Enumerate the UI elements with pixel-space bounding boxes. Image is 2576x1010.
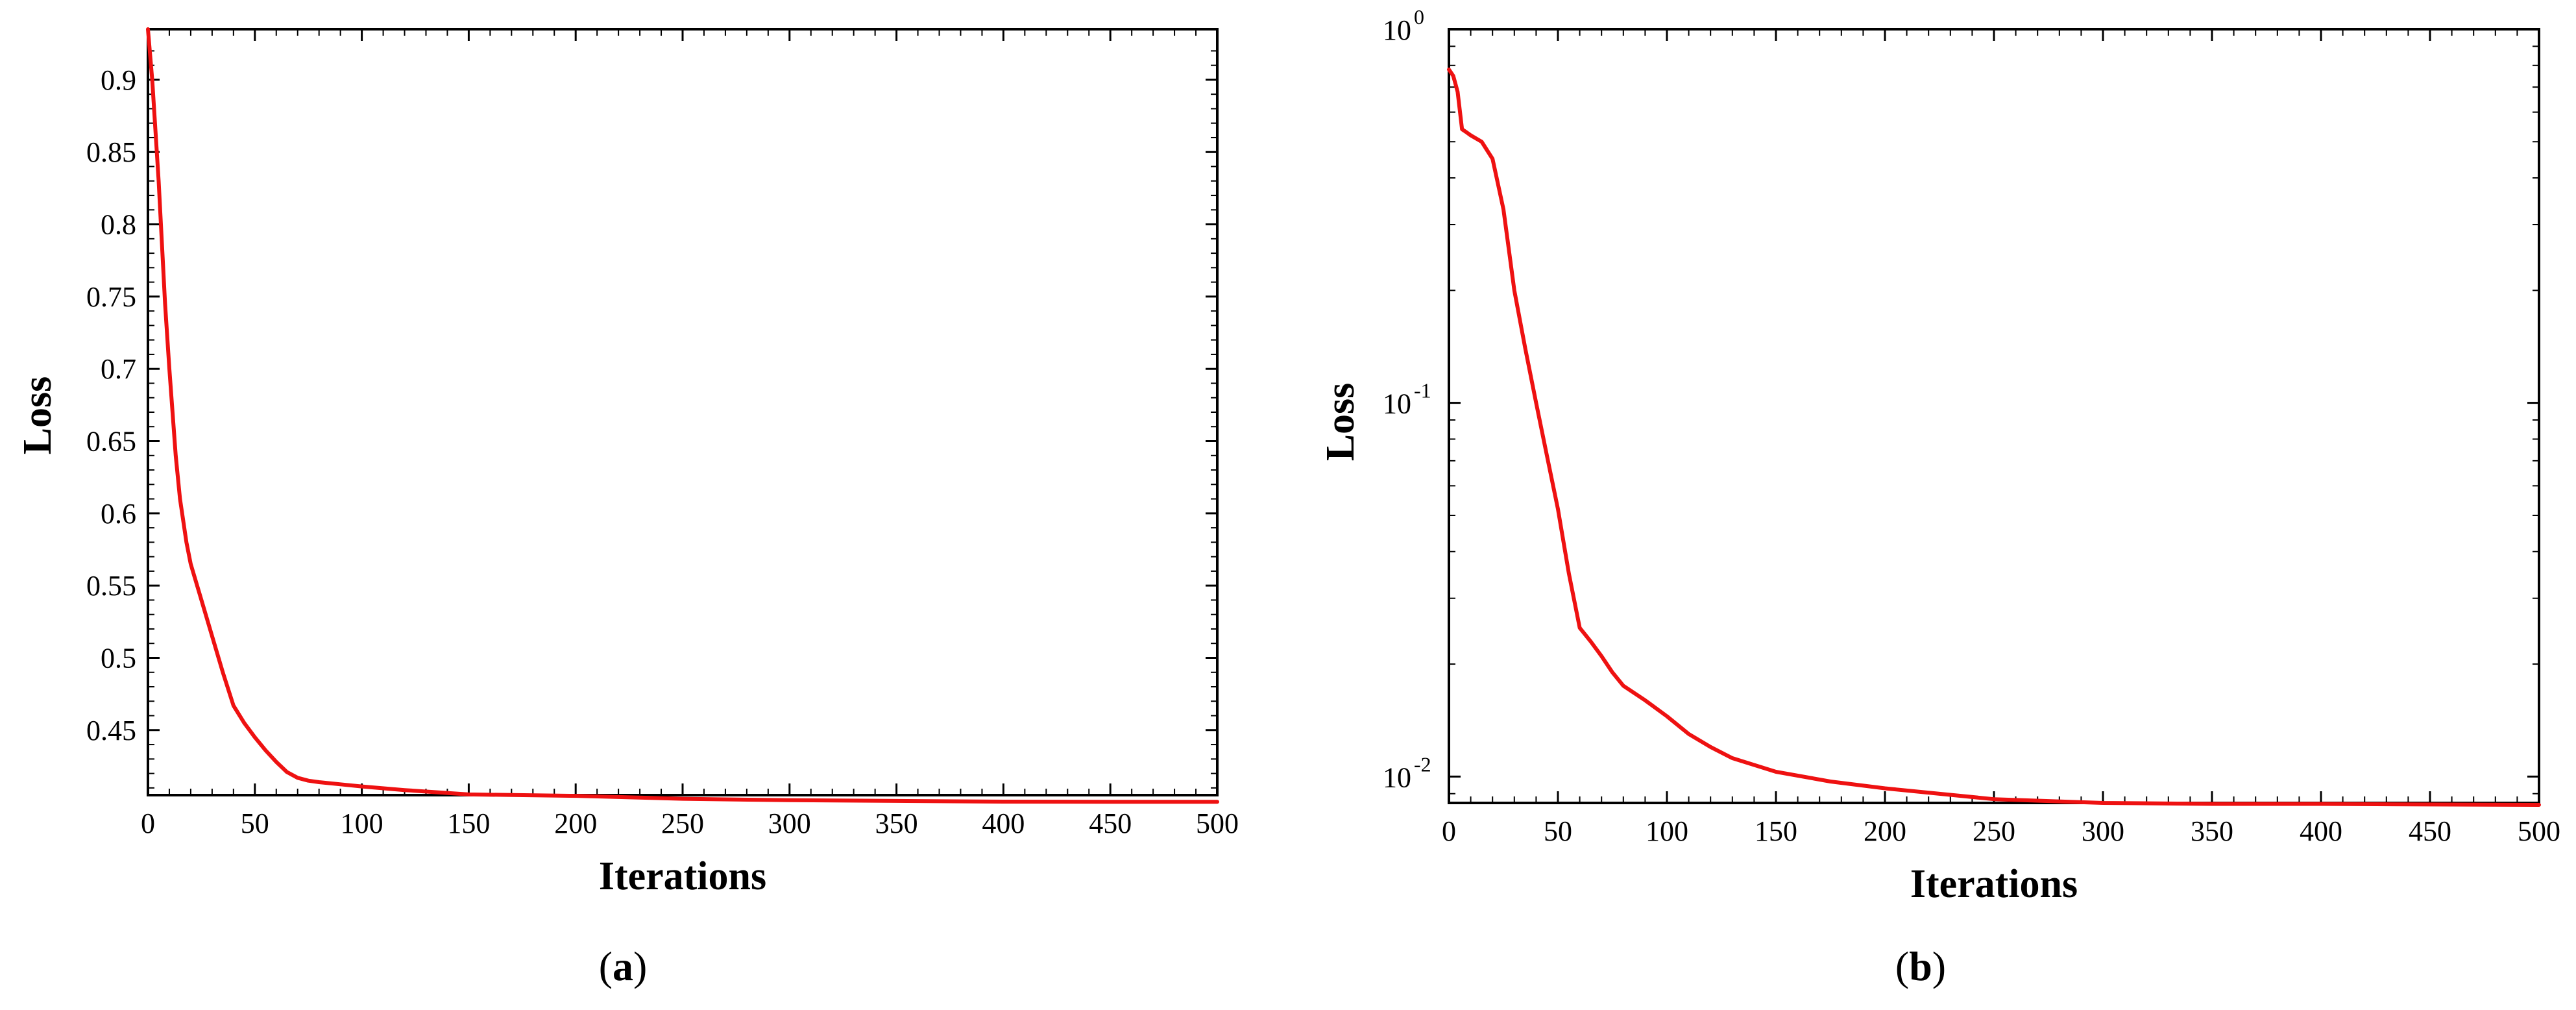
panel-b-x-tick-label: 250 [1973, 815, 2015, 847]
panel-b-plot-frame [1448, 28, 2540, 804]
panel-a-y-tick-label: 0.55 [86, 570, 136, 602]
panel-b-x-tick-label: 500 [2518, 815, 2560, 847]
panel-b-x-axis-title: Iterations [1910, 862, 2078, 906]
panel-a-y-tick-label: 0.8 [101, 209, 136, 241]
panel-b-loss-curve [1447, 68, 2541, 807]
panel-b-x-tick-label: 400 [2300, 815, 2342, 847]
panel-a-y-tick-label: 0.7 [101, 353, 136, 385]
panel-a-y-tick-label: 0.5 [101, 642, 136, 674]
panel-a-x-tick-label: 400 [982, 807, 1025, 839]
panel-b-y-tick-exponent: 0 [1414, 5, 1424, 29]
panel-b-y-axis-title: Loss [1318, 383, 1363, 462]
panel-a-y-tick-label: 0.85 [86, 136, 136, 168]
panel-b-x-tick-label: 150 [1755, 815, 1797, 847]
panel-a-caption: (a) [599, 943, 648, 989]
panel-b-y-tick-label: 10 [1383, 761, 1411, 793]
panel-a-y-tick-label: 0.9 [101, 64, 136, 96]
panel-a-loss-curve [146, 27, 1219, 804]
panel-b-y-tick-label: 10 [1383, 388, 1411, 420]
panel-b-x-tick-label: 0 [1442, 815, 1456, 847]
panel-a-x-tick-label: 450 [1089, 807, 1132, 839]
panel-a-x-tick-label: 350 [875, 807, 918, 839]
panel-a-loss-linear: 0 50 100 150 200 250 300 350 400 450 500 0.45 0.5 0.5… [16, 27, 1239, 989]
panel-b-x-tick-label: 200 [1864, 815, 1906, 847]
panel-b-x-tick-label: 350 [2191, 815, 2233, 847]
panel-b-loss-log: 0 50 100 150 200 250 300 350 400 450 50010-210-110… [1318, 5, 2560, 989]
panel-a-x-tick-label: 50 [241, 807, 269, 839]
panel-b-x-tick-label: 50 [1544, 815, 1572, 847]
panel-a-y-tick-label: 0.45 [86, 715, 136, 746]
panel-a-x-tick-label: 300 [768, 807, 811, 839]
panel-a-x-tick-label: 250 [661, 807, 704, 839]
panel-b-caption: (b) [1895, 943, 1946, 989]
panel-a-x-tick-label: 100 [341, 807, 383, 839]
panel-a-y-tick-label: 0.65 [86, 426, 136, 458]
panel-a-ticks: 0 50 100 150 200 250 300 350 400 450 500 0.45 0.5 0.5… [86, 29, 1239, 839]
panel-b-y-tick-label: 10 [1383, 14, 1411, 46]
panel-a-plot-frame [147, 28, 1219, 796]
panel-b-x-tick-label: 450 [2409, 815, 2451, 847]
panel-b-x-tick-label: 100 [1646, 815, 1688, 847]
panel-a-x-tick-label: 200 [554, 807, 597, 839]
panel-a-y-tick-label: 0.75 [86, 281, 136, 313]
panel-a-x-tick-label: 500 [1196, 807, 1239, 839]
panel-a-x-tick-label: 0 [141, 807, 155, 839]
panel-a-y-axis-title: Loss [16, 376, 60, 455]
panel-a-x-axis-title: Iterations [599, 854, 766, 898]
panel-b-y-tick-exponent: -1 [1414, 379, 1431, 402]
panel-b-y-tick-exponent: -2 [1414, 752, 1431, 776]
panel-a-x-tick-label: 150 [447, 807, 490, 839]
panel-b-ticks: 0 50 100 150 200 250 300 350 400 450 50010-210-110… [1383, 5, 2560, 847]
panel-a-y-tick-label: 0.6 [101, 498, 136, 530]
panel-b-x-tick-label: 300 [2082, 815, 2124, 847]
